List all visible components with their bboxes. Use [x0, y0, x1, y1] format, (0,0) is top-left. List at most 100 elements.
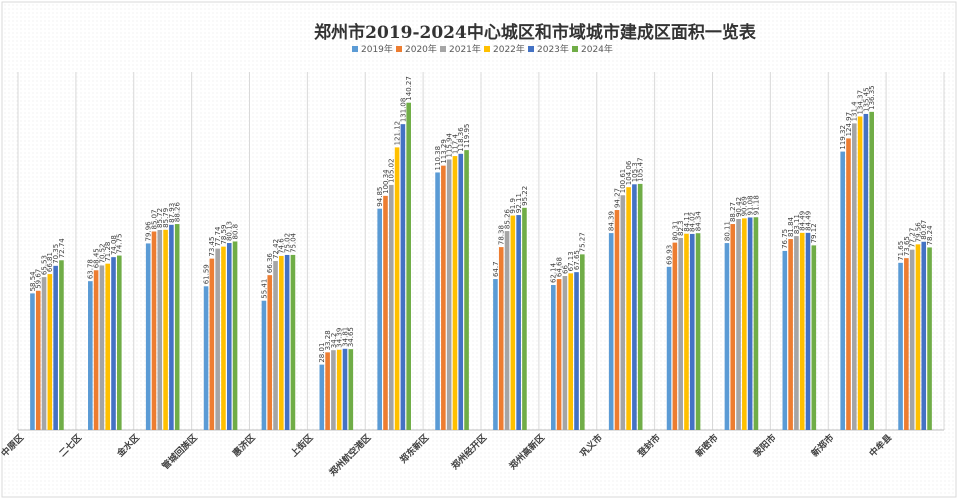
bar: [273, 261, 278, 430]
bar: [666, 266, 672, 430]
bar: [857, 116, 863, 430]
data-label: 80.13: [226, 221, 234, 241]
data-label: 75.02: [284, 233, 292, 253]
data-label: 59.67: [35, 269, 43, 289]
bar: [846, 138, 851, 430]
data-label: 67.65: [573, 250, 581, 270]
bar: [730, 224, 736, 430]
data-label: 110.38: [434, 146, 442, 171]
data-label: 70.35: [52, 244, 60, 264]
bar: [319, 364, 325, 430]
bar: [394, 147, 400, 430]
bar: [510, 215, 516, 430]
bar: [556, 279, 562, 430]
data-label: 85.79: [162, 208, 170, 228]
bar: [632, 184, 637, 430]
data-label: 140.27: [405, 76, 413, 101]
data-label: 66.36: [266, 253, 274, 274]
data-label: 91.18: [752, 195, 760, 215]
bar: [458, 153, 464, 430]
bar: [348, 349, 354, 430]
bar: [261, 300, 267, 430]
bar: [400, 124, 406, 431]
data-label: 33.28: [324, 330, 332, 350]
bar: [406, 102, 411, 430]
data-label: 64.68: [556, 257, 564, 277]
data-label: 78.24: [926, 225, 934, 246]
data-label: 82.3: [677, 220, 685, 236]
data-label: 91.9: [509, 198, 517, 214]
data-label: 84.34: [694, 211, 702, 232]
bar: [516, 215, 521, 430]
bar: [794, 236, 799, 430]
bar: [851, 123, 857, 431]
bar: [753, 217, 759, 430]
data-label: 85.07: [150, 209, 158, 229]
bar: [47, 274, 53, 430]
data-label: 64.7: [492, 261, 500, 277]
bar: [678, 237, 683, 430]
bar: [59, 260, 64, 430]
bar: [736, 219, 741, 430]
bar: [805, 232, 811, 430]
data-label: 34.81: [341, 327, 349, 347]
bar: [336, 349, 342, 430]
bar: [788, 239, 793, 430]
bar: [88, 281, 93, 430]
data-label: 79.96: [145, 221, 153, 242]
legend-swatch: [440, 46, 446, 52]
data-label: 74.6: [278, 238, 286, 254]
data-label: 87.93: [168, 203, 176, 223]
data-label: 34.2: [330, 333, 338, 349]
bar: [41, 277, 47, 430]
legend-label: 2022年: [493, 43, 525, 55]
bar: [377, 208, 382, 430]
data-label: 66: [561, 265, 569, 274]
bar: [174, 224, 180, 430]
bar: [551, 285, 556, 430]
data-label: 55.41: [260, 279, 268, 299]
legend-label: 2023年: [537, 43, 569, 55]
legend-label: 2024年: [581, 43, 613, 55]
data-label: 78.38: [498, 225, 506, 245]
data-label: 77.74: [214, 226, 222, 247]
bar: [221, 246, 226, 430]
legend-swatch: [484, 46, 490, 52]
data-label: 84.02: [689, 212, 697, 232]
bar: [522, 207, 527, 430]
bar: [30, 293, 35, 430]
bar: [464, 150, 469, 430]
data-label: 135.45: [862, 87, 870, 112]
data-label: 88.26: [174, 201, 182, 222]
plot-area: 58.5459.6765.5366.8170.3572.74中原区63.7868…: [0, 72, 945, 478]
data-label: 92.11: [515, 193, 523, 213]
data-label: 95.22: [521, 186, 529, 206]
data-label: 113.29: [440, 139, 448, 164]
data-label: 88.27: [729, 202, 737, 222]
bar: [608, 233, 614, 430]
bar: [626, 187, 631, 430]
bar: [782, 250, 788, 430]
bar: [388, 184, 394, 430]
data-label: 58.54: [29, 271, 37, 292]
data-label: 61.59: [202, 264, 210, 284]
data-label: 74.08: [110, 235, 118, 255]
bar: [684, 233, 689, 430]
bar: [840, 151, 845, 430]
data-label: 115.94: [446, 132, 454, 157]
bar: [689, 233, 695, 430]
legend-swatch: [352, 46, 358, 52]
bar: [493, 279, 498, 430]
data-label: 77.27: [909, 228, 917, 248]
data-label: 80.8: [231, 224, 239, 240]
bar: [614, 210, 620, 430]
data-label: 80.11: [723, 221, 731, 241]
bar: [145, 243, 151, 430]
data-label: 72.42: [272, 239, 280, 259]
data-label: 34.65: [347, 327, 355, 347]
bar: [279, 255, 284, 430]
data-label: 63.78: [87, 259, 95, 279]
data-label: 119.95: [463, 124, 471, 149]
data-label: 105.3: [631, 162, 639, 182]
